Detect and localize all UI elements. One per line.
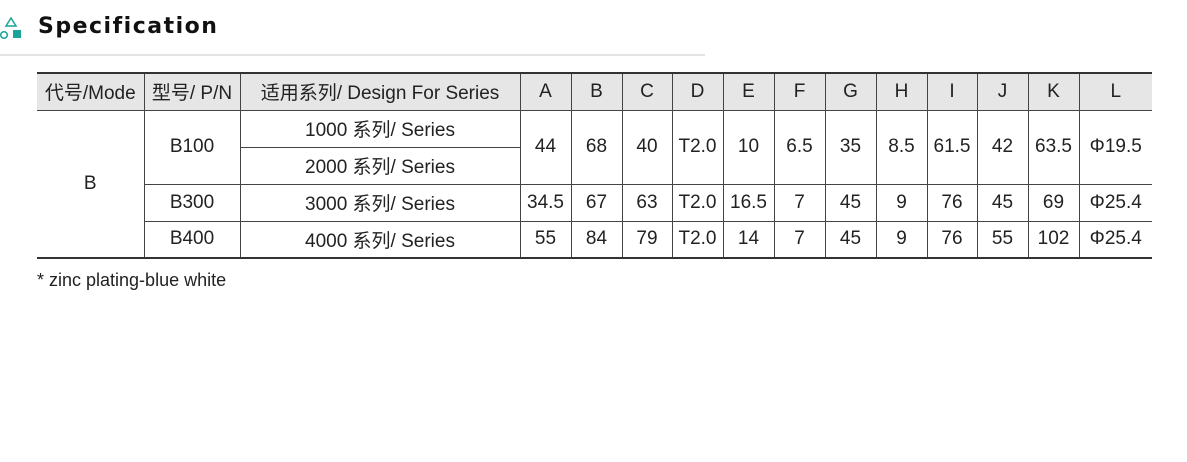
column-header: A (519, 73, 572, 111)
shapes-icon (0, 16, 21, 40)
dimension-cell: 42 (976, 110, 1029, 185)
column-header: B (570, 73, 623, 111)
dimension-cell: 16.5 (722, 184, 775, 222)
dimension-cell: 34.5 (519, 184, 572, 222)
series-cell: 3000 系列/ Series (239, 184, 521, 222)
column-header: J (976, 73, 1029, 111)
dimension-cell: 6.5 (773, 110, 826, 185)
dimension-cell: 63 (621, 184, 673, 222)
dimension-cell: 76 (926, 184, 978, 222)
table-row: 2000 系列/ Series (37, 147, 1152, 185)
dimension-cell: 45 (824, 184, 877, 222)
dimension-cell: 8.5 (875, 110, 928, 185)
page-title: Specification (38, 14, 219, 39)
dimension-cell: T2.0 (671, 184, 724, 222)
column-header: 适用系列/ Design For Series (239, 73, 521, 111)
dimension-cell: 55 (976, 221, 1029, 259)
column-header: E (722, 73, 775, 111)
dimension-cell: Φ25.4 (1078, 221, 1152, 259)
column-header: K (1027, 73, 1080, 111)
table-row: B400 4000 系列/ Series 55 84 79 T2.0 14 7 45 9 76 55 1… (37, 221, 1152, 259)
column-header: 型号/ P/N (143, 73, 241, 111)
dimension-cell: T2.0 (671, 110, 724, 185)
dimension-cell: 79 (621, 221, 673, 259)
dimension-cell: 67 (570, 184, 623, 222)
dimension-cell: 69 (1027, 184, 1080, 222)
dimension-cell: 63.5 (1027, 110, 1080, 185)
dimension-cell: 7 (773, 221, 826, 259)
header-row: 代号/Mode 型号/ P/N 适用系列/ Design For Series A B C… (37, 73, 1152, 111)
dimension-cell: 61.5 (926, 110, 978, 185)
pn-cell: B300 (143, 184, 241, 222)
pn-cell: B100 (143, 110, 241, 185)
dimension-cell: 102 (1027, 221, 1080, 259)
divider (0, 54, 705, 56)
table-row: B B100 1000 系列/ Series 44 68 40 T2.0 10 6.5 35 8.5… (37, 110, 1152, 259)
dimension-cell: 68 (570, 110, 623, 185)
dimension-cell: Φ19.5 (1078, 110, 1152, 185)
dimension-cell: 45 (976, 184, 1029, 222)
column-header: C (621, 73, 673, 111)
dimension-cell: Φ25.4 (1078, 184, 1152, 222)
column-header: F (773, 73, 826, 111)
dimension-cell: 55 (519, 221, 572, 259)
dimension-cell: 76 (926, 221, 978, 259)
column-header: I (926, 73, 978, 111)
mode-cell: B (37, 110, 145, 259)
dimension-cell: 10 (722, 110, 775, 185)
column-header: H (875, 73, 928, 111)
dimension-cell: 45 (824, 221, 877, 259)
series-cell: 2000 系列/ Series (239, 147, 521, 185)
column-header: D (671, 73, 724, 111)
series-cell: 1000 系列/ Series (239, 110, 521, 148)
dimension-cell: 9 (875, 184, 928, 222)
dimension-cell: 84 (570, 221, 623, 259)
pn-cell: B400 (143, 221, 241, 259)
column-header: 代号/Mode (37, 73, 145, 111)
dimension-cell: 14 (722, 221, 775, 259)
dimension-cell: T2.0 (671, 221, 724, 259)
dimension-cell: 9 (875, 221, 928, 259)
column-header: G (824, 73, 877, 111)
table-row: B300 3000 系列/ Series 34.5 67 63 T2.0 16.5 7 45 9 7… (37, 184, 1152, 222)
footnote: * zinc plating-blue white (37, 270, 227, 290)
dimension-cell: 35 (824, 110, 877, 185)
dimension-cell: 7 (773, 184, 826, 222)
dimension-cell: 40 (621, 110, 673, 185)
dimension-cell: 44 (519, 110, 572, 185)
spec-table: 代号/Mode 型号/ P/N 适用系列/ Design For Series A B C… (37, 72, 1152, 259)
column-header: L (1078, 73, 1152, 111)
series-cell: 4000 系列/ Series (239, 221, 521, 259)
